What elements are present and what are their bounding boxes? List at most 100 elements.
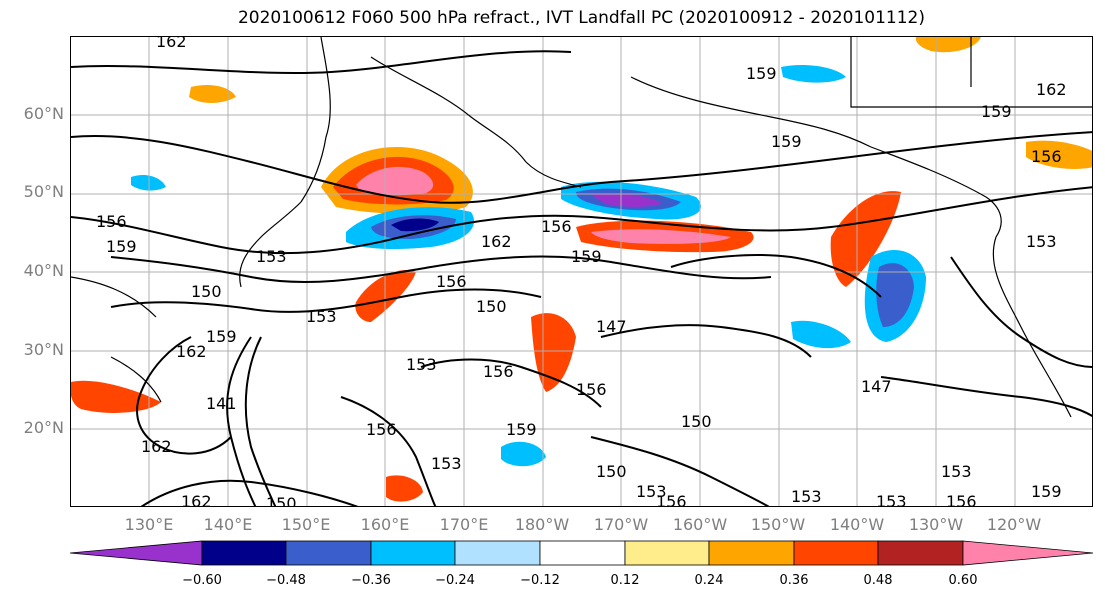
contour-label: 153 [431,454,462,473]
lon-label: 180°W [514,515,570,534]
contour-label: 153 [636,482,667,501]
contour-label: 150 [266,494,297,507]
shade-region [830,191,901,287]
shade-region [189,85,236,103]
contour-label: 150 [191,282,222,301]
colorbar-swatch [370,540,456,566]
contour-label: 159 [106,237,137,256]
positive-anomaly-shading [71,37,1092,502]
colorbar-tick: −0.60 [182,573,222,588]
colorbar-tick: −0.36 [351,573,391,588]
contour-label: 156 [436,272,467,291]
lon-label: 150°E [281,515,331,534]
colorbar-extend-right [962,540,1094,566]
refractivity-contours [71,50,1092,506]
lat-label: 50°N [23,182,64,201]
contour-label: 153 [256,247,287,266]
colorbar-swatch [793,540,879,566]
colorbar-swatch [454,540,541,566]
lon-label: 160°E [360,515,410,534]
contour-label: 162 [156,37,187,51]
contour-label: 156 [366,420,397,439]
shade-region [1026,140,1092,169]
lon-label: 130°W [908,515,964,534]
colorbar-tick: 0.60 [948,573,978,588]
contour-label: 159 [981,102,1012,121]
map-canvas: 162 159 162 159 156 159 156 159 153 156 … [71,37,1092,507]
contour-label: 159 [771,132,802,151]
contour-label: 162 [181,492,212,507]
shade-region [591,193,663,207]
shade-region [391,218,439,232]
colorbar-tick: −0.48 [266,573,306,588]
contour-label: 159 [571,247,602,266]
contour-label: 147 [861,377,892,396]
contour-label: 162 [481,232,512,251]
contour-label: 153 [406,355,437,374]
colorbar-tick: 0.24 [694,573,724,588]
shade-region [356,166,434,196]
contour-label: 156 [1031,147,1062,166]
contour-label: 153 [1026,232,1057,251]
contour-label: 150 [476,297,507,316]
contour-label-group: 162 159 162 159 156 159 156 159 153 156 … [96,37,1067,507]
shade-region [876,263,914,327]
lat-label: 30°N [23,340,64,359]
shade-region [386,475,423,502]
colorbar-swatch [539,540,626,566]
contour-label: 150 [596,462,627,481]
colorbar-extend-left [70,540,203,566]
contour-label: 156 [576,380,607,399]
contour-label: 141 [206,394,237,413]
contour-label: 162 [141,437,172,456]
shade-region [791,320,851,349]
lon-label: 140°E [203,515,253,534]
lon-label: 130°E [124,515,174,534]
colorbar-tick: 0.12 [610,573,640,588]
lon-label: 120°W [986,515,1042,534]
contour-label: 156 [541,217,572,236]
shade-region [591,229,731,244]
contour-label: 159 [206,327,237,346]
contour-label: 156 [483,362,514,381]
shade-region [501,441,546,467]
colorbar-tick: −0.24 [435,573,475,588]
lon-label: 170°E [439,515,489,534]
colorbar-tick: 0.36 [779,573,809,588]
contour-label: 156 [96,212,127,231]
colorbar-swatch [624,540,710,566]
colorbar-swatch [201,540,287,566]
contour-label: 162 [1036,80,1067,99]
lat-label: 60°N [23,104,64,123]
map-panel[interactable]: 162 159 162 159 156 159 156 159 153 156 … [70,36,1093,507]
colorbar [70,540,1094,566]
colorbar-swatch [877,540,964,566]
lon-label: 140°W [829,515,885,534]
contour-label: 153 [791,487,822,506]
lat-label: 20°N [23,418,64,437]
contour-label: 156 [946,492,977,507]
lon-label: 160°W [672,515,728,534]
shade-region [71,380,161,413]
map-title: 2020100612 F060 500 hPa refract., IVT La… [237,8,925,28]
lat-label: 40°N [23,261,64,280]
lon-label: 170°W [593,515,649,534]
contour-label: 153 [876,492,907,507]
contour-label: 153 [941,462,972,481]
contour-label: 159 [746,64,777,83]
contour-label: 159 [506,420,537,439]
shade-region [531,313,576,392]
colorbar-tick: −0.12 [520,573,560,588]
colorbar-tick: 0.48 [863,573,893,588]
shade-region [915,37,981,53]
contour-label: 147 [596,317,627,336]
contour-label: 153 [306,307,337,326]
lon-label: 150°W [750,515,806,534]
contour-label: 150 [681,412,712,431]
shade-region [781,65,846,83]
colorbar-swatch [708,540,795,566]
colorbar-swatch [285,540,372,566]
contour-label: 156 [656,492,687,507]
contour-label: 159 [1031,482,1062,501]
shade-region [355,270,416,322]
